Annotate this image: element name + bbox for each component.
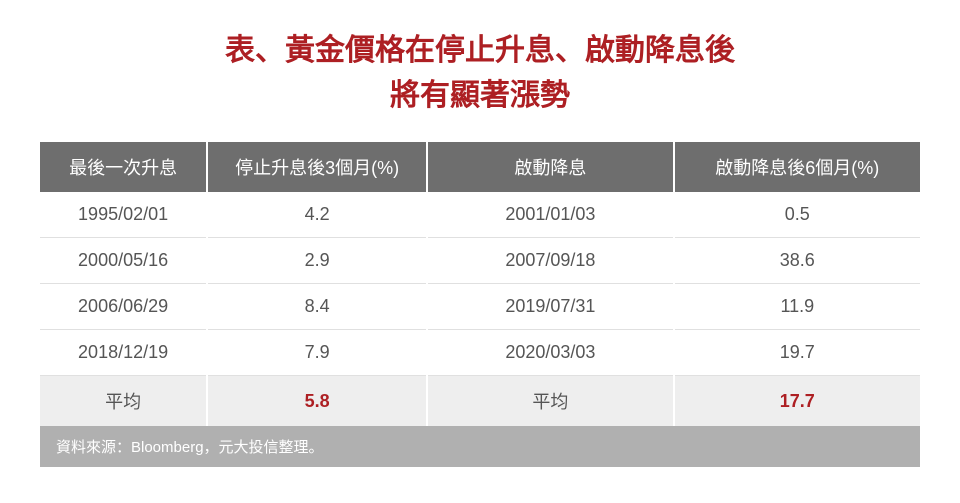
avg-cell: 平均	[40, 376, 207, 427]
title-line2: 將有顯著漲勢	[40, 73, 920, 118]
avg-cell: 平均	[427, 376, 673, 427]
table-avg-row: 平均5.8平均17.7	[40, 376, 920, 427]
avg-cell: 17.7	[674, 376, 920, 427]
table-cell: 7.9	[207, 330, 427, 376]
header-col-2: 啟動降息	[427, 142, 673, 192]
header-col-3: 啟動降息後6個月(%)	[674, 142, 920, 192]
table-cell: 1995/02/01	[40, 192, 207, 238]
table-cell: 2.9	[207, 238, 427, 284]
source-bar: 資料來源：Bloomberg，元大投信整理。	[40, 426, 920, 467]
chart-title: 表、黃金價格在停止升息、啟動降息後 將有顯著漲勢	[40, 28, 920, 118]
source-text: 資料來源：Bloomberg，元大投信整理。	[56, 439, 324, 456]
table-cell: 2007/09/18	[427, 238, 673, 284]
table-cell: 38.6	[674, 238, 920, 284]
header-col-1: 停止升息後3個月(%)	[207, 142, 427, 192]
table-row: 1995/02/014.22001/01/030.5	[40, 192, 920, 238]
table-cell: 2006/06/29	[40, 284, 207, 330]
table-cell: 19.7	[674, 330, 920, 376]
table-cell: 2019/07/31	[427, 284, 673, 330]
table-row: 2006/06/298.42019/07/3111.9	[40, 284, 920, 330]
table-header-row: 最後一次升息 停止升息後3個月(%) 啟動降息 啟動降息後6個月(%)	[40, 142, 920, 192]
table-row: 2000/05/162.92007/09/1838.6	[40, 238, 920, 284]
avg-cell: 5.8	[207, 376, 427, 427]
title-line1: 表、黃金價格在停止升息、啟動降息後	[40, 28, 920, 73]
table-body: 1995/02/014.22001/01/030.52000/05/162.92…	[40, 192, 920, 426]
table-cell: 0.5	[674, 192, 920, 238]
table-cell: 2000/05/16	[40, 238, 207, 284]
table-row: 2018/12/197.92020/03/0319.7	[40, 330, 920, 376]
table-cell: 4.2	[207, 192, 427, 238]
header-col-0: 最後一次升息	[40, 142, 207, 192]
gold-price-table: 最後一次升息 停止升息後3個月(%) 啟動降息 啟動降息後6個月(%) 1995…	[40, 142, 920, 426]
table-cell: 2018/12/19	[40, 330, 207, 376]
table-cell: 2020/03/03	[427, 330, 673, 376]
table-cell: 2001/01/03	[427, 192, 673, 238]
table-cell: 8.4	[207, 284, 427, 330]
table-cell: 11.9	[674, 284, 920, 330]
